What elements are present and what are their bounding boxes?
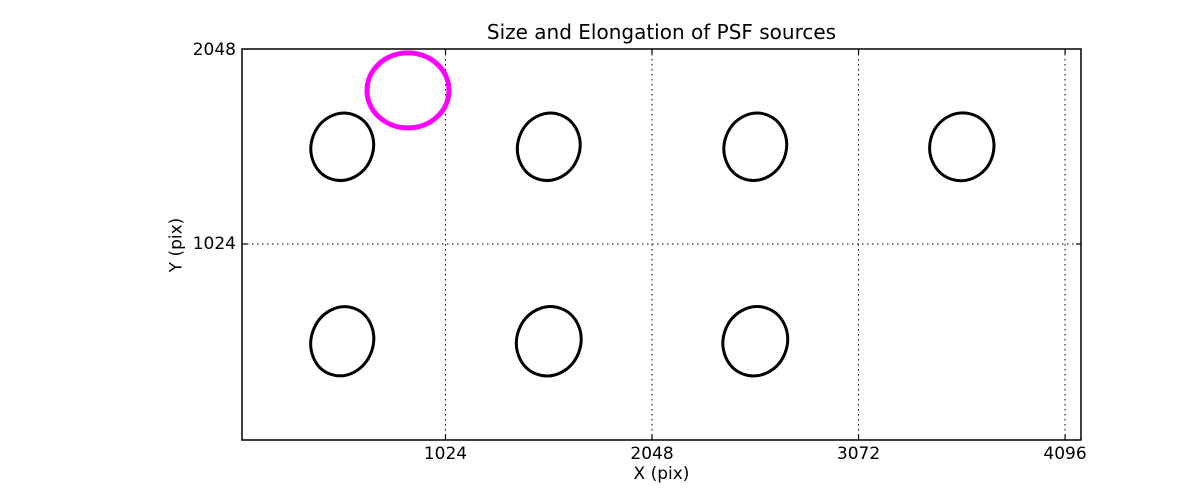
psf-ellipse bbox=[928, 111, 996, 183]
y-tick-label: 1024 bbox=[192, 234, 236, 255]
x-axis-label: X (pix) bbox=[633, 464, 690, 484]
psf-ellipse bbox=[515, 111, 582, 182]
x-tick-label: 4096 bbox=[1043, 444, 1087, 464]
x-tick-label: 1024 bbox=[423, 444, 468, 464]
axes-frame bbox=[241, 48, 1082, 441]
psf-ellipse bbox=[722, 111, 789, 182]
x-tick-label: 2048 bbox=[630, 444, 674, 464]
y-axis-label: Y (pix) bbox=[166, 217, 187, 273]
psf-ellipse bbox=[721, 305, 790, 378]
chart-title: Size and Elongation of PSF sources bbox=[486, 20, 837, 44]
highlighted-psf-ellipse bbox=[364, 50, 452, 131]
y-tick-label: 2048 bbox=[192, 39, 236, 60]
psf-ellipse bbox=[309, 111, 376, 182]
psf-ellipse bbox=[309, 305, 376, 378]
psf-ellipse bbox=[514, 305, 583, 378]
x-tick-label: 3072 bbox=[836, 444, 881, 464]
